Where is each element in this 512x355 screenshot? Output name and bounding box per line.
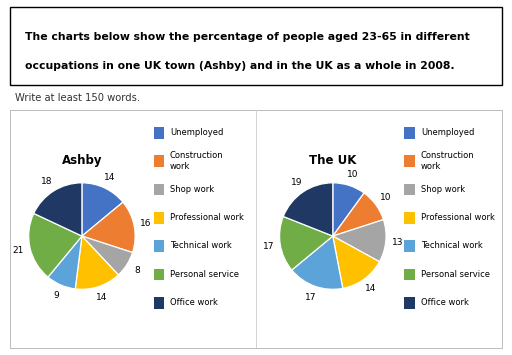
Text: Unemployed: Unemployed [170, 128, 223, 137]
Title: Ashby: Ashby [61, 154, 102, 167]
Bar [154, 297, 164, 309]
Bar [154, 184, 164, 195]
Wedge shape [292, 236, 343, 289]
Text: The charts below show the percentage of people aged 23-65 in different: The charts below show the percentage of … [25, 32, 470, 42]
Bar [404, 240, 415, 252]
Wedge shape [82, 236, 133, 275]
Text: 13: 13 [392, 238, 403, 247]
Text: 19: 19 [290, 178, 302, 187]
Text: 14: 14 [96, 293, 108, 302]
Text: 10: 10 [347, 170, 358, 179]
FancyBboxPatch shape [10, 110, 502, 348]
Text: 21: 21 [13, 246, 24, 255]
Wedge shape [333, 236, 379, 288]
Bar [154, 155, 164, 167]
Text: Unemployed: Unemployed [421, 128, 474, 137]
Bar [404, 155, 415, 167]
Text: Shop work: Shop work [421, 185, 465, 194]
Text: Personal service: Personal service [421, 270, 490, 279]
Text: Construction
work: Construction work [170, 151, 224, 171]
Wedge shape [333, 183, 364, 236]
Wedge shape [29, 213, 82, 277]
Text: Office work: Office work [421, 298, 469, 307]
Text: Technical work: Technical work [421, 241, 483, 250]
Text: 17: 17 [263, 242, 274, 251]
Wedge shape [82, 183, 123, 236]
Wedge shape [34, 183, 82, 236]
Text: Write at least 150 words.: Write at least 150 words. [15, 93, 140, 103]
Wedge shape [82, 202, 135, 252]
Text: 8: 8 [134, 266, 140, 275]
Text: Professional work: Professional work [170, 213, 244, 222]
Text: 10: 10 [379, 193, 391, 202]
Text: occupations in one UK town (Ashby) and in the UK as a whole in 2008.: occupations in one UK town (Ashby) and i… [25, 61, 455, 71]
Text: Professional work: Professional work [421, 213, 495, 222]
Wedge shape [75, 236, 118, 289]
Wedge shape [283, 183, 333, 236]
Bar [404, 212, 415, 224]
Title: The UK: The UK [309, 154, 356, 167]
Wedge shape [280, 217, 333, 270]
Text: Shop work: Shop work [170, 185, 214, 194]
Text: 9: 9 [53, 291, 59, 300]
Wedge shape [48, 236, 82, 289]
Text: 17: 17 [305, 293, 316, 302]
Text: Technical work: Technical work [170, 241, 232, 250]
Wedge shape [333, 193, 383, 236]
Bar [404, 184, 415, 195]
Bar [404, 297, 415, 309]
Text: Construction
work: Construction work [421, 151, 475, 171]
Text: Personal service: Personal service [170, 270, 239, 279]
Bar [154, 212, 164, 224]
Bar [154, 240, 164, 252]
Text: 16: 16 [140, 219, 152, 228]
Bar [154, 269, 164, 280]
Wedge shape [333, 220, 386, 262]
Text: 18: 18 [41, 177, 53, 186]
Text: Office work: Office work [170, 298, 218, 307]
Bar [404, 269, 415, 280]
Text: 14: 14 [104, 173, 115, 182]
Bar [154, 127, 164, 139]
FancyBboxPatch shape [10, 7, 502, 85]
Text: 14: 14 [365, 284, 377, 293]
Bar [404, 127, 415, 139]
